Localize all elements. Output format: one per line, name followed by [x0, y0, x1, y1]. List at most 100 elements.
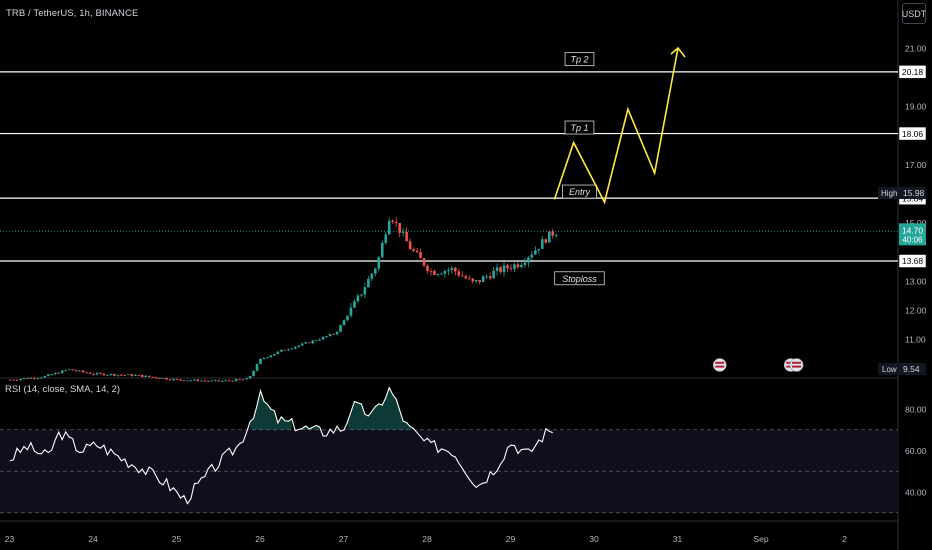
level-label-box — [564, 120, 595, 135]
high-tag-bg — [878, 187, 926, 200]
level-label-box — [562, 184, 597, 199]
candles[interactable] — [8, 217, 558, 382]
price-pane[interactable]: 21.00 19.00 17.00 15.00 13.00 12.00 11.00 20.18… — [0, 44, 927, 382]
level-label-tp-1[interactable]: Tp 1 — [570, 123, 588, 133]
candle-body — [367, 278, 370, 288]
candle-body — [346, 315, 349, 321]
candle-body — [297, 345, 301, 347]
level-label-stoploss[interactable]: Stoploss — [562, 274, 597, 284]
candle-body — [408, 241, 412, 250]
event-flag-icon[interactable] — [789, 358, 804, 372]
candle-body — [276, 351, 280, 354]
candle-body — [113, 374, 116, 376]
candle-body — [523, 262, 527, 265]
level-label-tp-2[interactable]: Tp 2 — [570, 55, 588, 65]
candle-body — [213, 380, 217, 382]
candle-body — [144, 375, 147, 377]
candle-body — [40, 377, 43, 379]
candle-body — [99, 373, 102, 374]
price-axis-tick: 12.00 — [905, 305, 927, 315]
candle-body — [116, 374, 120, 376]
time-axis-tick: 23 — [5, 534, 15, 544]
candle-body — [384, 234, 388, 243]
candle-body — [460, 275, 464, 277]
projection-path[interactable] — [553, 47, 679, 205]
candle-body — [488, 276, 492, 279]
candle-body — [342, 320, 346, 326]
time-axis-tick: 29 — [506, 534, 516, 544]
time-axis-tick: 27 — [339, 534, 349, 544]
candle-body — [499, 267, 502, 273]
candle-body — [234, 379, 238, 382]
candle-body — [534, 250, 537, 255]
candle-body — [293, 346, 297, 349]
candle-body — [109, 374, 113, 375]
candle-body — [457, 271, 461, 276]
projection-arrow-head — [670, 46, 686, 58]
candle-body — [193, 379, 196, 381]
high-label: High — [881, 189, 897, 198]
candle-body — [513, 264, 516, 269]
candle-body — [471, 278, 475, 282]
candle-body — [283, 349, 287, 351]
rsi-pane[interactable]: 80.00 60.00 40.00 — [0, 386, 927, 514]
time-axis-tick: 30 — [589, 534, 599, 544]
candle-body — [311, 340, 314, 344]
event-flag-icon[interactable] — [712, 358, 727, 372]
candle-body — [467, 278, 471, 280]
candle-body — [50, 374, 54, 376]
candle-body — [29, 377, 33, 379]
candle-body — [429, 271, 433, 272]
bar-countdown: 40:06 — [902, 235, 923, 244]
candle-body — [415, 250, 419, 253]
price-axis-tick: 17.00 — [905, 160, 927, 170]
candle-body — [53, 372, 57, 375]
candle-body — [71, 369, 74, 371]
rsi-indicator-title[interactable]: RSI (14, close, SMA, 14, 2) — [5, 384, 121, 395]
candle-body — [537, 248, 541, 251]
candle-body — [78, 370, 81, 372]
candle-body — [412, 249, 415, 251]
candle-body — [502, 265, 506, 273]
candle-body — [151, 376, 154, 378]
candle-body — [481, 276, 485, 282]
candle-body — [133, 375, 137, 376]
low-label: Low — [882, 365, 897, 374]
current-price-value: 14.70 — [902, 225, 924, 235]
candle-body — [137, 375, 141, 376]
candle-body — [377, 257, 381, 269]
rsi-line[interactable] — [9, 386, 553, 505]
candle-body — [123, 374, 127, 376]
candle-body — [130, 374, 134, 376]
candle-body — [95, 373, 99, 375]
candle-body — [88, 372, 92, 374]
candle-body — [314, 340, 318, 342]
candle-body — [43, 376, 47, 378]
candle-body — [454, 267, 457, 272]
time-axis[interactable]: 23 24 25 26 27 28 29 30 31 Sep 2 — [5, 534, 847, 544]
price-axis-tick: 13.00 — [905, 276, 927, 286]
candle-body — [210, 380, 214, 382]
candle-body — [401, 231, 405, 233]
candle-body — [92, 373, 95, 375]
candle-body — [433, 271, 436, 276]
candle-body — [422, 258, 426, 266]
candle-body — [509, 268, 513, 269]
candle-body — [15, 379, 19, 381]
candle-body — [304, 342, 308, 344]
candle-body — [419, 252, 422, 259]
candle-body — [335, 331, 339, 335]
currency-button[interactable]: USDT — [902, 3, 926, 24]
candle-body — [541, 239, 544, 249]
candle-body — [492, 270, 495, 279]
candle-body — [374, 268, 377, 274]
candle-body — [495, 267, 499, 271]
candle-body — [356, 295, 360, 302]
candle-body — [172, 378, 175, 381]
level-label-entry[interactable]: Entry — [569, 187, 591, 197]
candle-body — [349, 307, 353, 316]
candle-body — [426, 265, 429, 272]
candle-body — [405, 231, 408, 242]
price-axis-tick: 11.00 — [905, 335, 926, 345]
